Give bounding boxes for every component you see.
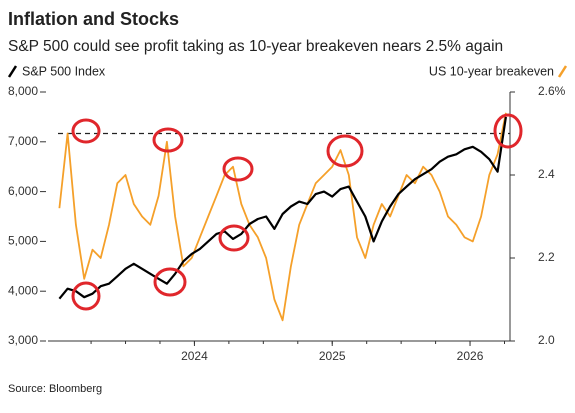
highlight-circle [71,281,101,311]
legend-label: S&P 500 Index [22,64,106,78]
y-tick-label: 7,000 [8,134,38,148]
highlight-circles [71,113,523,311]
chart-title: Inflation and Stocks [8,9,179,29]
highlight-circle [218,224,250,252]
legend-swatch [7,65,18,78]
highlight-circle [71,118,101,144]
highlight-circle [153,267,187,297]
series-line [58,112,507,322]
highlight-circle [222,156,254,182]
y2-tick-label: 2.6% [538,84,566,98]
highlight-circle [152,127,184,153]
chart-subtitle: S&P 500 could see profit taking as 10-ye… [8,38,503,55]
highlight-circle [326,134,364,168]
legend-label: US 10-year breakeven [429,64,554,78]
series-line [58,116,507,300]
legend-swatch [557,65,568,78]
y-tick-label: 4,000 [8,283,38,297]
source: Source: Bloomberg [8,383,102,395]
y-tick-label: 3,000 [8,333,38,347]
y2-tick-label: 2.4 [538,167,555,181]
highlight-circle [493,113,523,149]
y-tick-label: 8,000 [8,84,38,98]
y2-tick-label: 2.0 [538,333,555,347]
x-tick-label: 2024 [181,349,208,363]
x-tick-label: 2025 [319,349,346,363]
x-tick-label: 2026 [457,349,484,363]
y-tick-label: 5,000 [8,234,38,248]
y-tick-label: 6,000 [8,184,38,198]
y2-tick-label: 2.2 [538,250,555,264]
